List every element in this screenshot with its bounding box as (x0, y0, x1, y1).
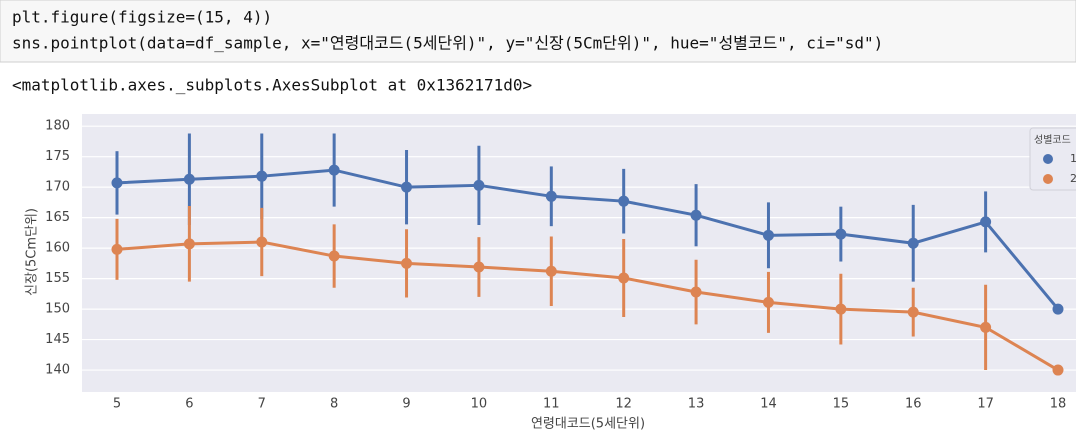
point (545, 265, 557, 277)
point (111, 177, 123, 189)
point (980, 321, 992, 333)
legend-label: 1 (1070, 152, 1076, 165)
point (835, 303, 847, 315)
point (690, 286, 702, 298)
y-tick-label: 160 (45, 241, 70, 256)
point (111, 243, 123, 255)
point (401, 257, 413, 269)
y-tick-label: 170 (45, 180, 70, 195)
legend-marker (1043, 154, 1053, 164)
point (328, 250, 340, 262)
y-tick-label: 145 (45, 332, 70, 347)
y-tick-label: 180 (45, 119, 70, 134)
y-tick-label: 150 (45, 302, 70, 317)
y-tick-label: 140 (45, 363, 70, 378)
x-axis-label: 연령대코드(5세단위) (531, 417, 645, 432)
x-tick-label: 10 (471, 397, 488, 412)
y-tick-label: 165 (45, 210, 70, 225)
x-tick-label: 6 (185, 397, 193, 412)
y-tick-label: 155 (45, 271, 70, 286)
series-line (116, 240, 1059, 372)
legend-marker (1043, 174, 1053, 184)
point (473, 179, 485, 191)
plot-area (82, 114, 1076, 392)
legend-label: 2 (1070, 172, 1076, 185)
x-tick-label: 17 (977, 397, 994, 412)
point (328, 164, 340, 176)
x-tick-label: 7 (258, 397, 266, 412)
x-tick-label: 13 (688, 397, 705, 412)
x-tick-label: 18 (1050, 397, 1067, 412)
point (690, 209, 702, 221)
x-tick-label: 14 (760, 397, 777, 412)
output-text: <matplotlib.axes._subplots.AxesSubplot a… (12, 76, 532, 95)
x-tick-label: 11 (543, 397, 560, 412)
point (907, 306, 919, 318)
code-line: plt.figure(figsize=(15, 4)) (12, 8, 272, 27)
point (183, 238, 195, 250)
point (401, 181, 413, 193)
point (907, 237, 919, 249)
code-line: sns.pointplot(data=df_sample, x="연령대코드(5… (12, 34, 883, 53)
point (183, 173, 195, 185)
point (1052, 303, 1064, 315)
y-axis-label: 신장(5Cm단위) (25, 208, 40, 296)
point (1052, 364, 1064, 376)
legend-title: 성별코드 (1034, 134, 1071, 146)
x-tick-label: 15 (833, 397, 850, 412)
code-cell (0, 0, 1076, 63)
point (980, 216, 992, 228)
point (762, 296, 774, 308)
point (618, 272, 630, 284)
point (256, 170, 268, 182)
legend-box (1029, 127, 1076, 191)
point (762, 229, 774, 241)
point (473, 261, 485, 273)
point (256, 236, 268, 248)
x-tick-label: 8 (330, 397, 338, 412)
point (545, 190, 557, 202)
x-tick-label: 12 (615, 397, 632, 412)
series-line (116, 168, 1060, 311)
x-tick-label: 5 (113, 397, 121, 412)
x-tick-label: 9 (402, 397, 410, 412)
point (618, 195, 630, 207)
x-tick-label: 16 (905, 397, 922, 412)
point (835, 228, 847, 240)
y-tick-label: 175 (45, 149, 70, 164)
